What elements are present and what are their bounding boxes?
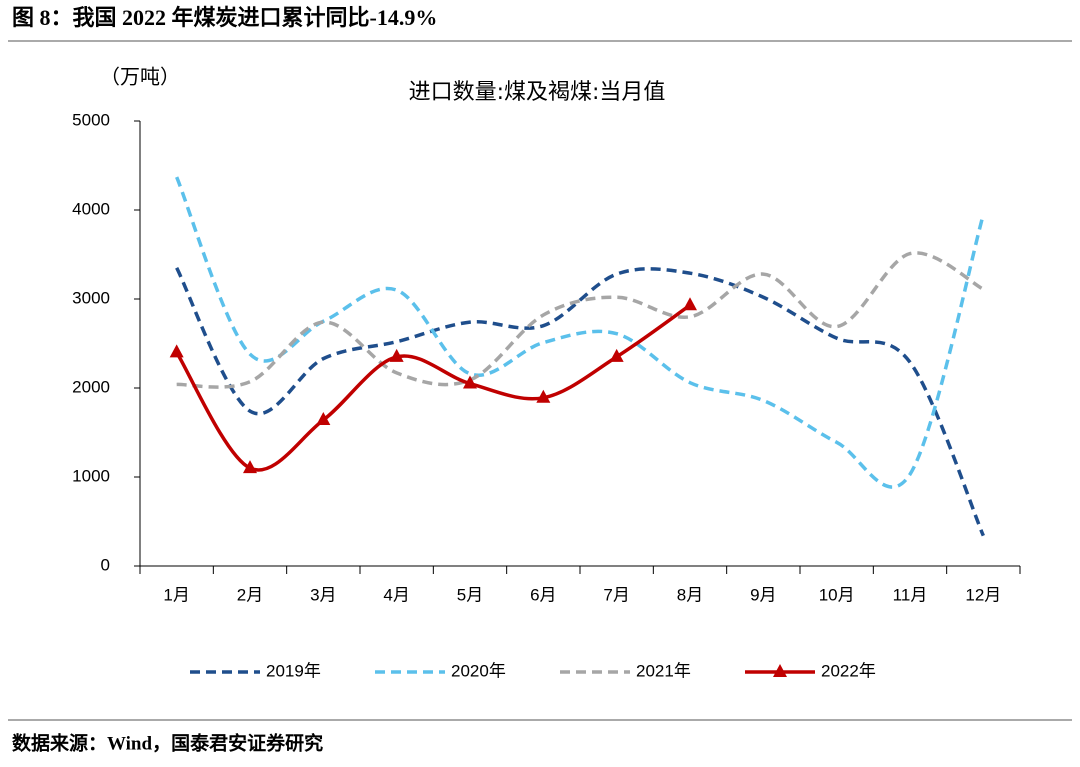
figure-title: 图 8：我国 2022 年煤炭进口累计同比-14.9%	[12, 5, 437, 30]
point-marker	[169, 344, 184, 358]
x-tick-label: 8月	[677, 585, 703, 604]
y-tick-label: 1000	[72, 466, 110, 485]
x-tick-label: 9月	[750, 585, 776, 604]
y-tick-label: 4000	[72, 199, 110, 218]
point-marker	[609, 348, 624, 362]
x-tick-label: 12月	[965, 585, 1001, 604]
x-tick-label: 5月	[457, 585, 483, 604]
point-marker	[389, 348, 404, 362]
chart-title: 进口数量:煤及褐煤:当月值	[409, 80, 666, 105]
point-marker	[683, 297, 697, 311]
x-tick-label: 2月	[237, 585, 263, 604]
y-tick-label: 3000	[72, 288, 110, 307]
source: 数据来源：Wind，国泰君安证券研究	[12, 731, 323, 754]
x-tick-label: 3月	[310, 585, 336, 604]
point-marker	[243, 460, 257, 474]
x-tick-label: 4月	[383, 585, 409, 604]
x-tick-label: 11月	[893, 585, 928, 604]
x-tick-label: 6月	[530, 585, 556, 604]
legend-label: 2022年	[821, 661, 876, 680]
legend-label: 2019年	[266, 661, 321, 680]
point-marker	[463, 375, 477, 389]
y-tick-label: 5000	[72, 110, 110, 129]
point-marker	[316, 412, 331, 426]
x-tick-label: 10月	[819, 585, 855, 604]
series-line	[175, 267, 985, 537]
x-tick-label: 7月	[603, 585, 629, 604]
series-line	[176, 251, 985, 389]
x-tick-label: 1月	[163, 585, 189, 604]
y-tick-label: 0	[101, 555, 110, 574]
y-tick-label: 2000	[72, 377, 110, 396]
legend-label: 2020年	[451, 661, 506, 680]
legend-label: 2021年	[636, 661, 691, 680]
point-marker	[536, 389, 551, 403]
series-line	[175, 176, 986, 489]
y-axis-label: （万吨）	[100, 65, 180, 89]
legend-marker	[773, 664, 787, 677]
